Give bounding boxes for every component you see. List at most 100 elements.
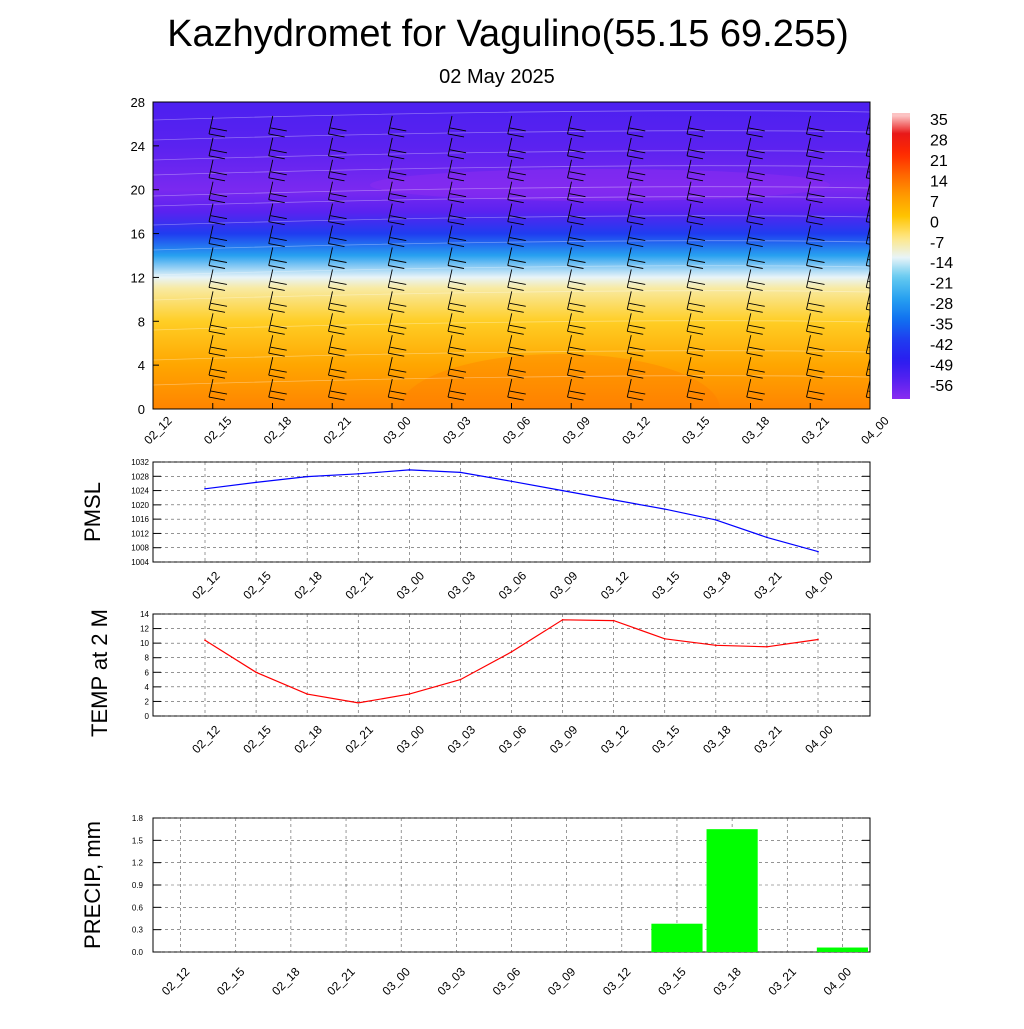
wind-barb-flag (806, 396, 823, 401)
data-point (817, 550, 819, 553)
y-tick-label: 1008 (131, 544, 149, 553)
wind-barb-flag (629, 215, 646, 220)
wind-barb-shaft (447, 291, 453, 310)
wind-barb (746, 225, 765, 248)
wind-barb-shaft (328, 115, 333, 135)
wind-barb-flag (390, 215, 407, 220)
wind-barb-shaft (208, 269, 214, 288)
wind-barb-shaft (746, 291, 752, 310)
wind-barb-flag (268, 396, 285, 401)
wind-barb-flag (210, 215, 228, 220)
wind-barb-flag (569, 390, 586, 395)
wind-barb-flag (447, 396, 465, 401)
wind-barb-shaft (208, 203, 214, 222)
wind-barb-flag (268, 133, 285, 138)
x-tick-label: 03_03 (435, 964, 469, 998)
wind-barb-shaft (387, 203, 393, 222)
colorbar-label: -56 (930, 378, 953, 395)
wind-barb-shaft (208, 378, 214, 398)
wind-barb-shaft (626, 291, 632, 310)
colorbar-label: -49 (930, 358, 953, 375)
contour-line (153, 130, 870, 141)
wind-barb (328, 335, 347, 357)
wind-barb-flag (567, 374, 584, 379)
contour-line (153, 290, 870, 301)
y-tick-label: 0 (138, 402, 145, 417)
y-tick-label: 1024 (131, 487, 149, 496)
cold-core (370, 169, 830, 201)
wind-barb (567, 247, 586, 269)
wind-barb (746, 357, 765, 379)
wind-barb-flag (208, 396, 226, 401)
y-tick-label: 0.6 (132, 903, 144, 912)
x-tick-label: 02_18 (291, 568, 325, 602)
wind-barb-flag (449, 193, 467, 198)
wind-barb-flag (627, 308, 644, 313)
wind-barb-flag (388, 133, 405, 138)
wind-barb (686, 269, 706, 291)
wind-barb-flag (567, 243, 584, 248)
wind-barb (626, 378, 646, 401)
wind-barb-flag (868, 171, 870, 173)
wind-barb-shaft (746, 159, 752, 178)
y-tick-label: 4 (138, 358, 145, 373)
wind-barb-shaft (686, 225, 692, 244)
wind-barb-shaft (328, 247, 333, 266)
wind-barb-shaft (208, 357, 214, 376)
wind-barb-flag (866, 133, 870, 136)
wind-barb-shaft (746, 247, 752, 266)
wind-barb-flag (328, 265, 345, 269)
wind-barb-shaft (328, 225, 333, 244)
x-tick-label: 04_00 (858, 413, 892, 447)
wind-barb-flag (270, 324, 287, 329)
wind-barb-shaft (507, 159, 513, 178)
wind-barb-flag (748, 280, 765, 285)
wind-barb-flag (686, 243, 704, 248)
wind-barb (447, 203, 467, 226)
wind-barb-flag (627, 286, 644, 291)
wind-barb-flag (507, 221, 524, 226)
wind-barb (567, 357, 586, 379)
wind-barb-flag (567, 133, 584, 138)
wind-barb-flag (509, 193, 526, 198)
wind-barb-flag (449, 215, 467, 220)
y-tick-label: 20 (131, 183, 145, 198)
wind-barb (208, 269, 228, 291)
wind-barb-flag (688, 215, 706, 220)
wind-barb-flag (447, 199, 465, 204)
wind-barb (268, 269, 287, 291)
wind-barb-flag (629, 149, 646, 154)
wind-barb (268, 159, 287, 182)
wind-barb-flag (509, 346, 526, 351)
contour-line (153, 150, 870, 161)
data-point (612, 499, 615, 501)
wind-barb (626, 225, 646, 248)
wind-barb-flag (748, 302, 765, 307)
wind-barb-shaft (626, 115, 632, 135)
wind-barb-flag (449, 127, 467, 132)
wind-barb (447, 115, 467, 138)
precip-bar (651, 923, 703, 952)
wind-barb-shaft (208, 335, 214, 354)
wind-barb-flag (629, 259, 646, 263)
wind-barb (328, 378, 347, 401)
wind-barb-flag (270, 280, 287, 285)
wind-barb (328, 115, 347, 138)
wind-barb-flag (208, 286, 226, 291)
wind-barb-flag (449, 149, 467, 154)
x-tick-label: 03_21 (798, 413, 832, 447)
wind-barb-shaft (626, 247, 632, 266)
wind-barb (387, 247, 407, 269)
wind-barb-flag (330, 127, 347, 132)
wind-barb-shaft (268, 225, 274, 244)
wind-barb (567, 181, 586, 204)
data-point (612, 619, 615, 622)
wind-barb-shaft (567, 137, 572, 156)
wind-barb-shaft (507, 378, 513, 398)
wind-barb (268, 313, 287, 335)
x-tick-label: 03_18 (700, 722, 734, 756)
wind-barb-flag (270, 149, 287, 154)
x-tick-label: 03_21 (751, 722, 785, 756)
wind-barb-shaft (686, 247, 692, 266)
data-point (766, 536, 768, 539)
